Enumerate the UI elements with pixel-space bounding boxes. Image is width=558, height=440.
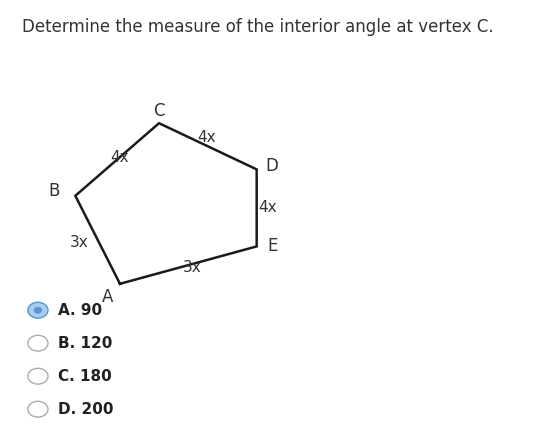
Text: C. 180: C. 180 xyxy=(58,369,112,384)
Text: 3x: 3x xyxy=(69,235,88,250)
Text: E: E xyxy=(267,238,277,255)
Text: B: B xyxy=(49,183,60,200)
Text: B. 120: B. 120 xyxy=(58,336,112,351)
Circle shape xyxy=(34,307,42,313)
Text: 4x: 4x xyxy=(110,150,129,165)
Circle shape xyxy=(28,335,48,351)
Text: C: C xyxy=(153,102,165,120)
Circle shape xyxy=(28,368,48,384)
Text: A: A xyxy=(102,288,113,306)
Circle shape xyxy=(28,401,48,417)
Text: Determine the measure of the interior angle at vertex C.: Determine the measure of the interior an… xyxy=(22,18,494,36)
Text: A. 90: A. 90 xyxy=(58,303,102,318)
Text: D. 200: D. 200 xyxy=(58,402,113,417)
Text: 4x: 4x xyxy=(197,130,216,145)
Text: D: D xyxy=(266,157,279,175)
Text: 3x: 3x xyxy=(183,260,202,275)
Circle shape xyxy=(28,302,48,318)
Text: 4x: 4x xyxy=(258,200,276,215)
